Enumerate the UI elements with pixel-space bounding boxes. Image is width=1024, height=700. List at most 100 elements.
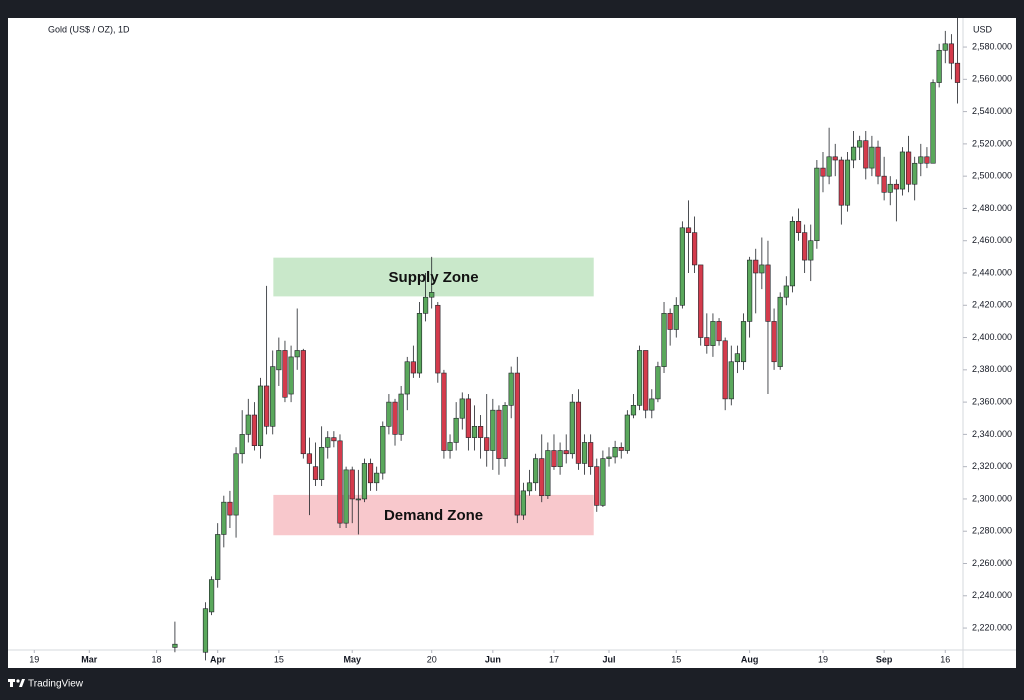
candle-body (490, 409, 496, 451)
candle-body (575, 401, 582, 464)
logo-part (10, 679, 13, 687)
candle-body (655, 366, 661, 400)
candle-body (257, 385, 264, 446)
candle-body (948, 43, 954, 64)
candle-body (783, 285, 789, 298)
candle-body (771, 321, 777, 363)
candle-body (172, 643, 178, 648)
candle-body (221, 501, 227, 535)
x-tick-label: Aug (741, 654, 759, 664)
candle-body (435, 304, 441, 374)
candle-body (636, 350, 643, 406)
candle-body (594, 466, 600, 506)
x-tick-label: Jun (485, 654, 501, 664)
candle-body (386, 401, 392, 427)
candle-body (416, 313, 423, 374)
candle-body (276, 350, 282, 371)
candle-body (459, 398, 465, 419)
candle-body (270, 366, 276, 427)
x-tick-label: 15 (671, 654, 681, 664)
candle-body (325, 437, 331, 448)
candle-body (826, 156, 832, 177)
y-tick-label: 2,460.000 (972, 235, 1012, 245)
logo-part (19, 679, 25, 687)
candle-body (869, 146, 875, 169)
x-tick-label: Mar (81, 654, 98, 664)
candle-body (930, 82, 936, 164)
zone-label: Demand Zone (384, 507, 483, 524)
x-tick-label: Jul (602, 654, 615, 664)
candle-body (514, 372, 520, 516)
candle-body (924, 156, 930, 164)
candle-body (239, 434, 245, 455)
chart-panel (8, 18, 1016, 668)
candle-body (954, 62, 961, 83)
candle-body (361, 463, 368, 500)
candle-body (698, 264, 704, 338)
candle-body (618, 446, 624, 451)
candle-body (600, 458, 606, 506)
y-tick-label: 2,360.000 (972, 396, 1012, 406)
candle-body (294, 350, 300, 358)
candle-body (471, 426, 478, 438)
y-tick-label: 2,260.000 (972, 558, 1012, 568)
candle-body (789, 221, 796, 287)
y-tick-label: 2,420.000 (972, 300, 1012, 310)
candle-body (606, 456, 612, 459)
zone (273, 494, 594, 536)
candle-body (679, 227, 685, 306)
candle-body (765, 264, 771, 322)
y-tick-label: 2,320.000 (972, 461, 1012, 471)
candle-body (404, 361, 410, 395)
candle-body (264, 385, 270, 427)
y-tick-label: 2,480.000 (972, 203, 1012, 213)
candle-body (942, 43, 948, 51)
y-tick-label: 2,560.000 (972, 74, 1012, 84)
candle-body (282, 350, 288, 398)
candle-body (612, 446, 618, 458)
candle-body (337, 440, 343, 524)
candle-body (722, 340, 728, 400)
candle-body (202, 608, 209, 653)
candle-body (936, 49, 942, 83)
y-tick-label: 2,380.000 (972, 364, 1012, 374)
zone-label: Supply Zone (389, 269, 479, 286)
y-tick-label: 2,440.000 (972, 267, 1012, 277)
candle-body (380, 426, 386, 474)
candle-body (300, 350, 306, 455)
candle-body (875, 146, 881, 177)
candle-body (422, 296, 429, 314)
candle-body (355, 498, 361, 501)
candle-body (734, 353, 740, 363)
x-tick-label: 16 (940, 654, 950, 664)
candle-body (704, 337, 710, 346)
candle-body (374, 472, 380, 484)
candle-body (643, 350, 649, 411)
candle-body (832, 156, 838, 161)
candle-body (759, 264, 765, 274)
y-tick-label: 2,220.000 (972, 622, 1012, 632)
candle-body (802, 232, 808, 261)
candle-body (398, 393, 404, 435)
candle-body (569, 401, 575, 455)
candle-body (496, 409, 502, 459)
candle-body (465, 398, 471, 438)
candle-body (747, 259, 753, 322)
brand-name: TradingView (28, 679, 84, 690)
x-tick-label: 20 (427, 654, 437, 664)
candle-body (820, 167, 826, 177)
y-tick-label: 2,300.000 (972, 493, 1012, 503)
candle-body (667, 313, 673, 330)
x-tick-label: 19 (818, 654, 828, 664)
candle-body (545, 450, 551, 497)
candle-body (410, 361, 416, 374)
candle-body (288, 356, 294, 395)
brand-logo (8, 679, 25, 687)
y-tick-label: 2,580.000 (972, 41, 1012, 51)
candle-body (331, 437, 337, 442)
candle-body (740, 321, 747, 363)
candle-body (251, 414, 257, 446)
zone (273, 257, 594, 297)
candle-body (429, 292, 435, 298)
